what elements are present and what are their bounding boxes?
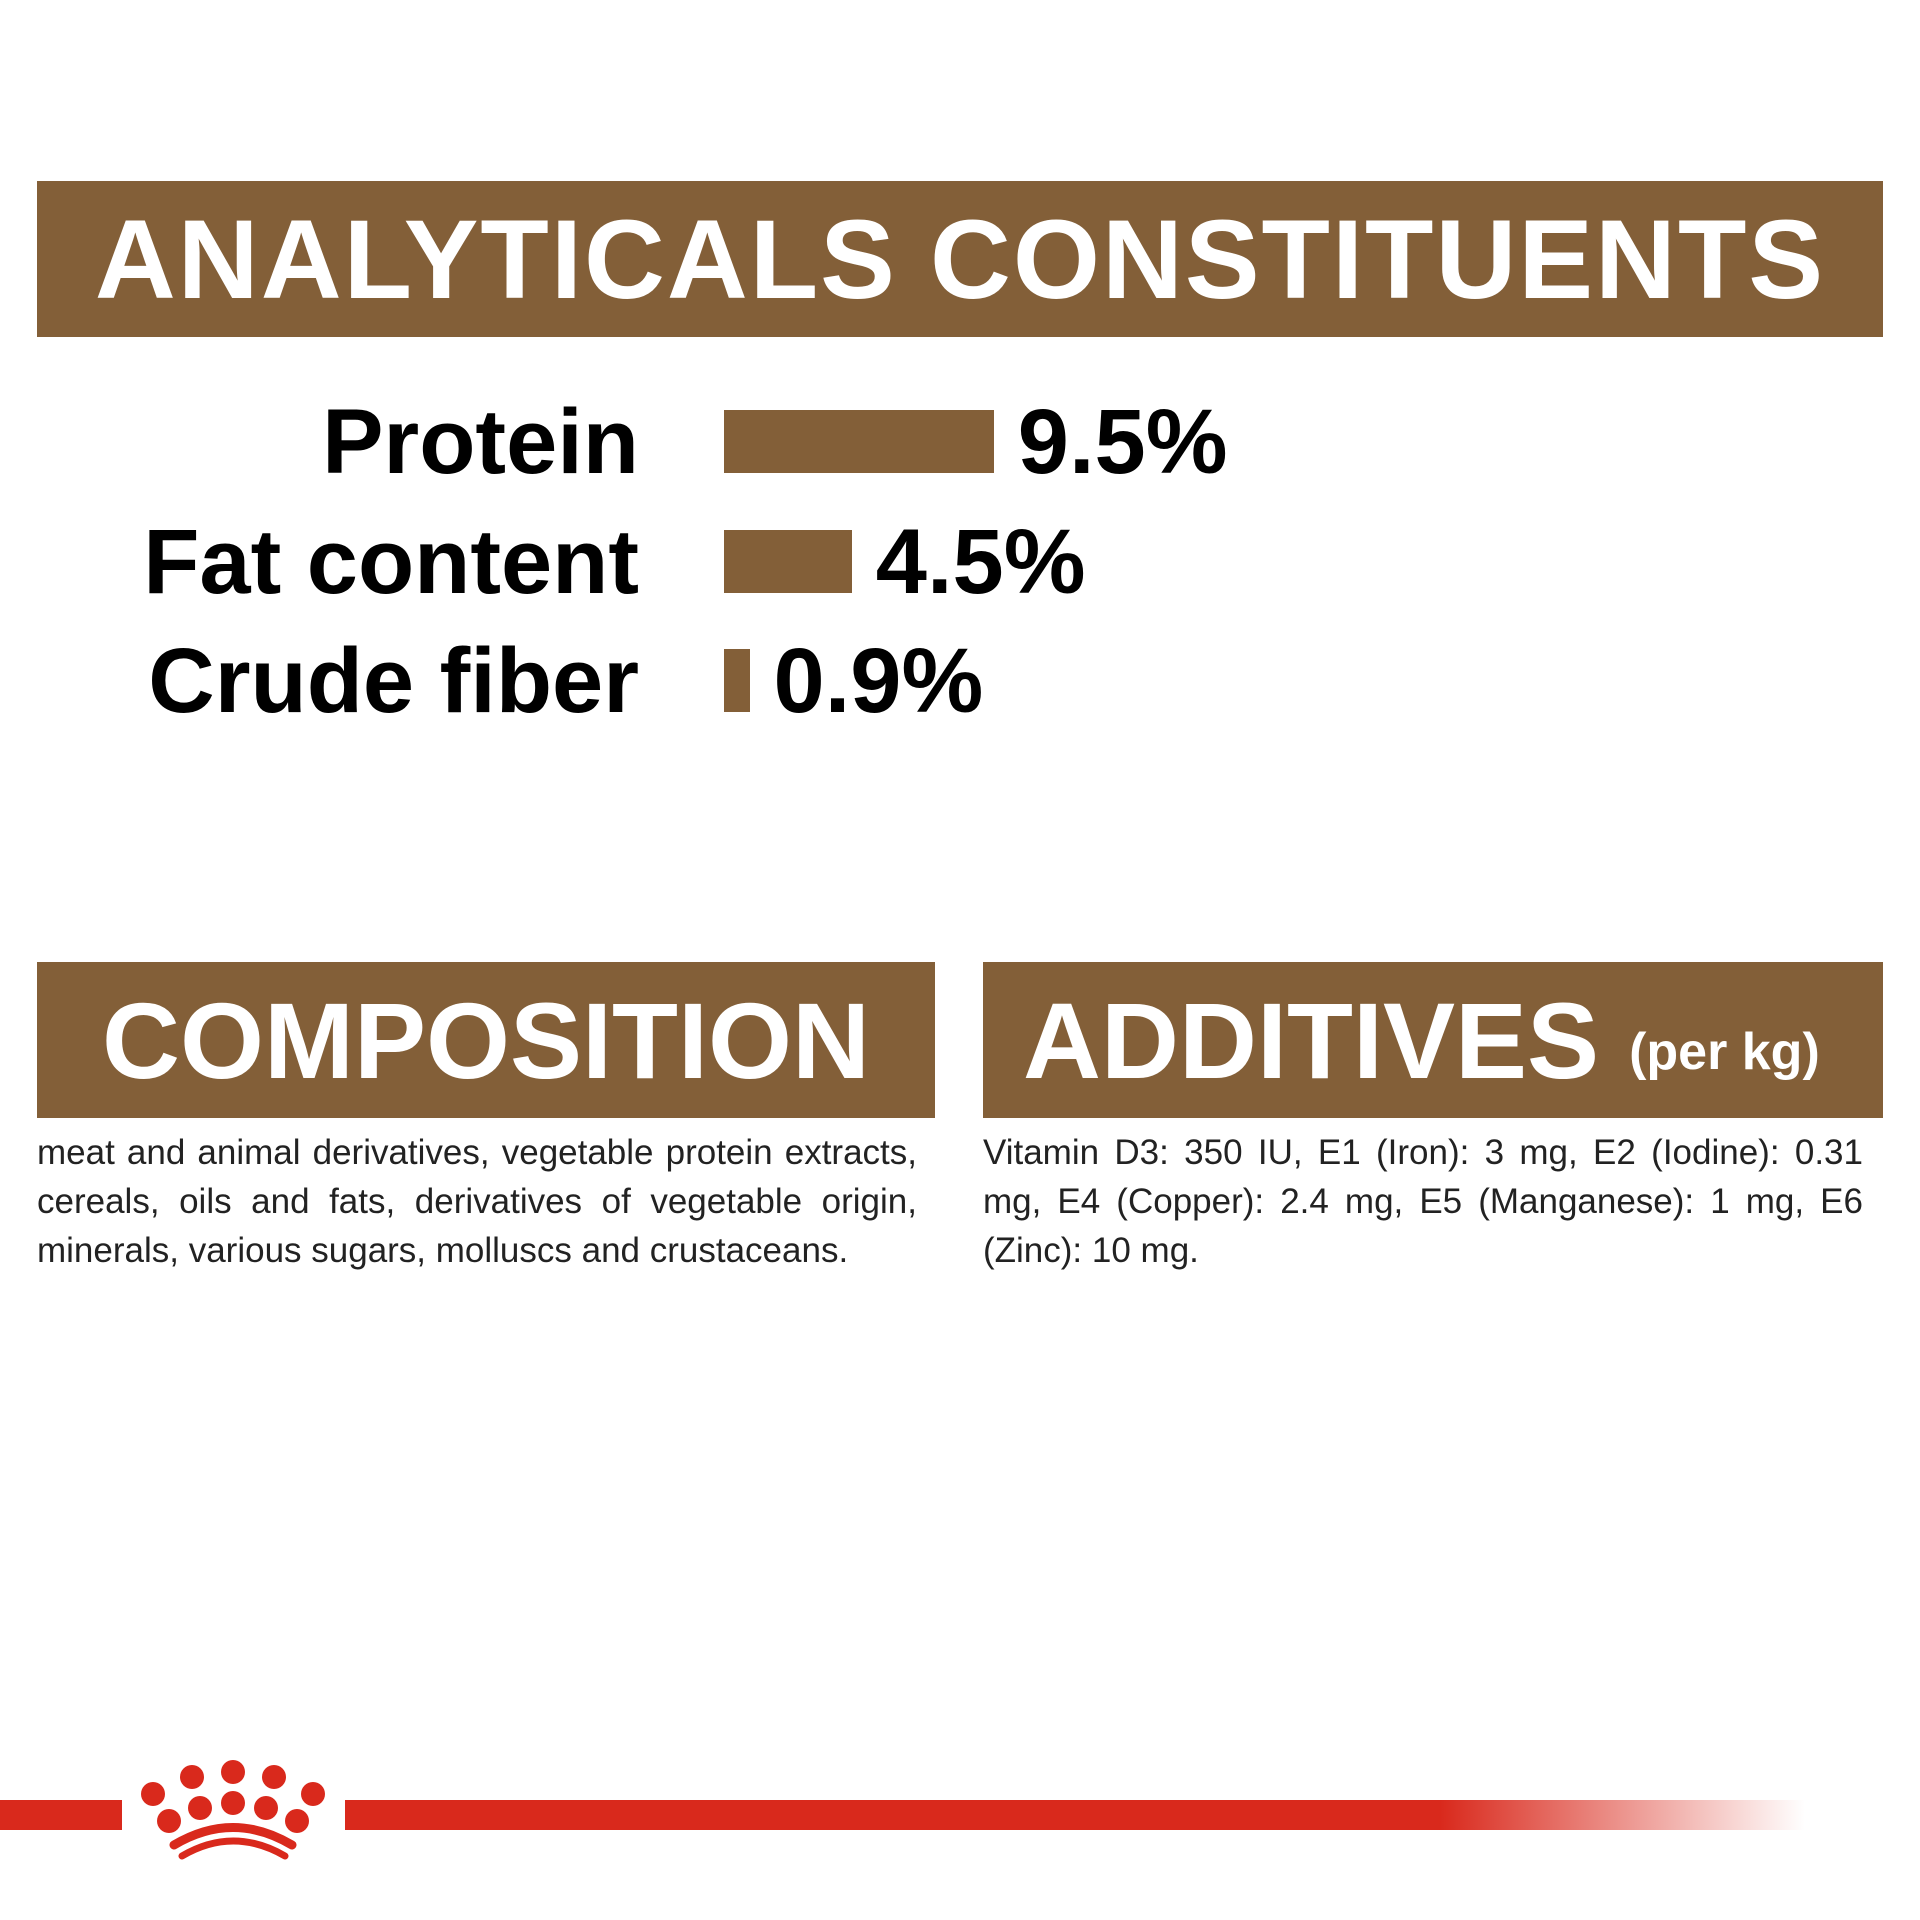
constituent-bar (724, 530, 852, 593)
analytical-constituents-header: ANALYTICALS CONSTITUENTS (37, 181, 1883, 337)
royal-canin-crown-icon (141, 1760, 325, 1860)
constituent-value: 4.5% (875, 511, 1086, 613)
constituent-value: 0.9% (773, 630, 984, 732)
composition-title: COMPOSITION (101, 979, 871, 1101)
analytical-title: ANALYTICALS CONSTITUENTS (94, 196, 1826, 322)
red-line-left (0, 1800, 122, 1830)
constituent-bar (724, 410, 994, 473)
additives-text: Vitamin D3: 350 IU, E1 (Iron): 3 mg, E2 … (983, 1133, 1863, 1270)
composition-text: meat and animal derivatives, vegetable p… (37, 1133, 917, 1270)
additives-unit: (per kg) (1629, 1023, 1820, 1081)
composition-header: COMPOSITION (37, 962, 935, 1118)
constituent-label: Crude fiber (148, 630, 639, 732)
constituent-value: 9.5% (1017, 391, 1228, 493)
constituent-row-fiber: Crude fiber 0.9% (0, 630, 1920, 732)
constituent-bar (724, 649, 750, 712)
constituent-label: Protein (322, 391, 639, 493)
constituent-row-fat: Fat content 4.5% (0, 511, 1920, 613)
constituent-label: Fat content (143, 511, 639, 613)
constituent-row-protein: Protein 9.5% (0, 391, 1920, 493)
additives-title: ADDITIVES (1023, 979, 1600, 1101)
additives-header: ADDITIVES (per kg) (983, 962, 1883, 1118)
red-line-right (345, 1800, 1805, 1830)
